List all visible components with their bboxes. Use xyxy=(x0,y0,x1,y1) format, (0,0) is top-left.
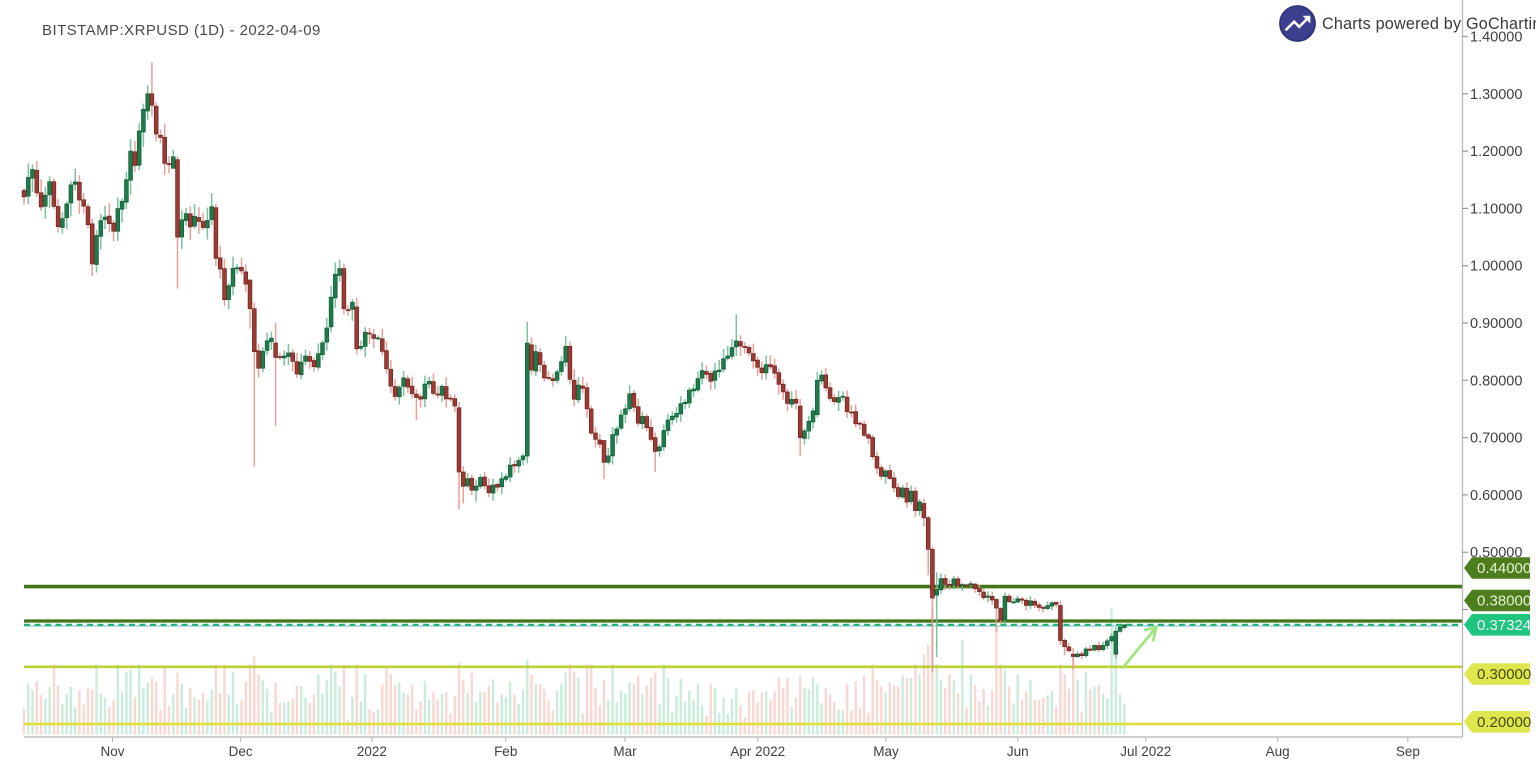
svg-text:Jul 2022: Jul 2022 xyxy=(1120,744,1171,759)
svg-text:0.80000: 0.80000 xyxy=(1470,373,1522,389)
svg-text:0.44000: 0.44000 xyxy=(1477,560,1531,577)
svg-text:BITSTAMP:XRPUSD (1D) - 2022-04: BITSTAMP:XRPUSD (1D) - 2022-04-09 xyxy=(42,22,321,39)
svg-text:Charts powered by GoCharting: Charts powered by GoCharting xyxy=(1322,15,1536,33)
svg-text:1.40000: 1.40000 xyxy=(1470,30,1522,46)
svg-text:May: May xyxy=(873,744,899,759)
svg-text:0.30000: 0.30000 xyxy=(1477,666,1531,683)
svg-text:0.70000: 0.70000 xyxy=(1470,431,1522,447)
svg-text:2022: 2022 xyxy=(357,744,387,759)
svg-text:Sep: Sep xyxy=(1396,744,1420,759)
svg-text:1.30000: 1.30000 xyxy=(1470,87,1522,103)
svg-text:0.60000: 0.60000 xyxy=(1470,488,1522,504)
svg-text:Nov: Nov xyxy=(100,744,124,759)
svg-text:0.37324: 0.37324 xyxy=(1477,617,1531,634)
svg-text:0.20000: 0.20000 xyxy=(1477,714,1531,731)
svg-text:1.00000: 1.00000 xyxy=(1470,259,1522,275)
svg-text:Jun: Jun xyxy=(1007,744,1029,759)
svg-text:0.38000: 0.38000 xyxy=(1477,593,1531,610)
svg-text:Aug: Aug xyxy=(1266,744,1290,759)
svg-text:1.10000: 1.10000 xyxy=(1470,201,1522,217)
svg-text:1.20000: 1.20000 xyxy=(1470,144,1522,160)
svg-text:Apr 2022: Apr 2022 xyxy=(730,744,785,759)
svg-text:Feb: Feb xyxy=(494,744,517,759)
svg-text:0.90000: 0.90000 xyxy=(1470,316,1522,332)
svg-text:Dec: Dec xyxy=(229,744,253,759)
svg-text:Mar: Mar xyxy=(613,744,637,759)
